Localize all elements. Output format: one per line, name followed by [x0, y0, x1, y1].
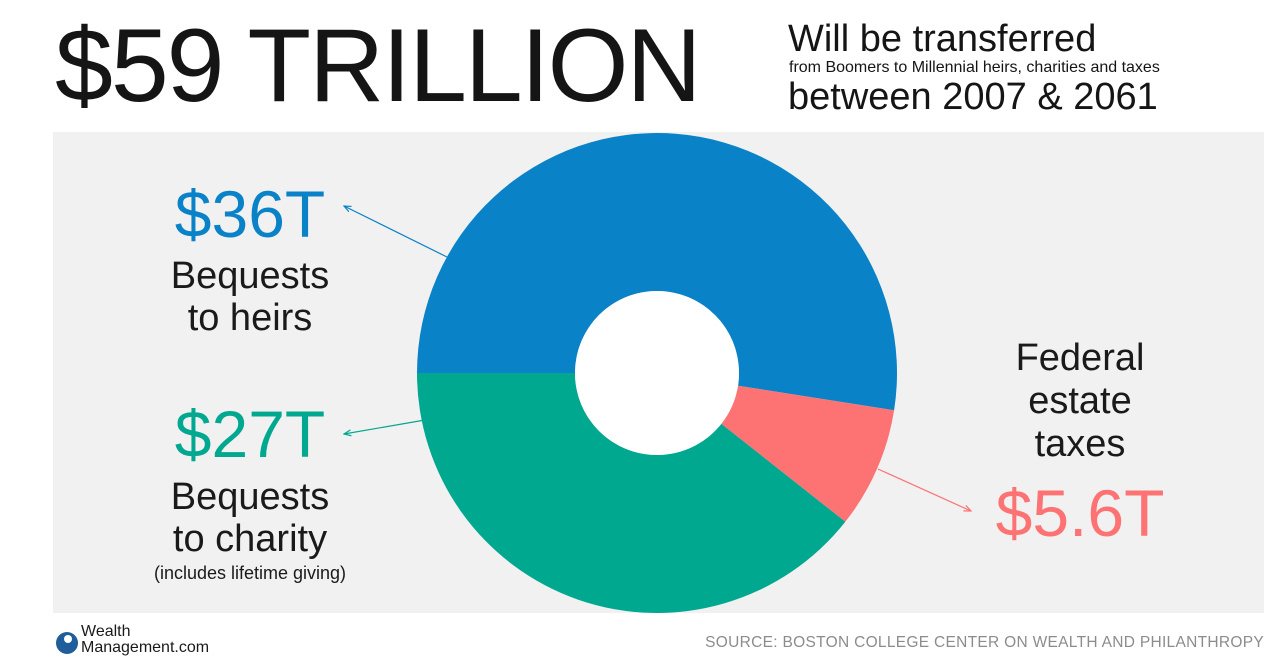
taxes-name-line-1: Federal: [1015, 337, 1145, 379]
heirs-name-line-1: Bequests: [170, 255, 330, 297]
source-note: SOURCE: BOSTON COLLEGE CENTER ON WEALTH …: [705, 634, 1264, 651]
logo-mark-icon: [56, 632, 78, 654]
headline: $59 TRILLION: [55, 8, 702, 124]
donut-hole: [575, 291, 739, 455]
slice-charity: [417, 373, 846, 614]
taxes-name-line-3: taxes: [1034, 423, 1126, 465]
charity-value-label: $27T: [174, 397, 326, 471]
subtitle-line-1: Will be transferred: [788, 18, 1097, 60]
charity-name-line-2: to charity: [172, 518, 328, 560]
heirs-name-line-2: to heirs: [187, 297, 313, 339]
slice-taxes: [721, 385, 895, 522]
logo-line-2: Management.com: [81, 639, 210, 656]
charity-name-line-1: Bequests: [170, 476, 330, 518]
wealthmanagement-logo: Wealth Management.com: [56, 624, 209, 656]
slice-heirs: [417, 133, 897, 411]
taxes-name-line-2: estate: [1028, 380, 1132, 422]
heirs-value-label: $36T: [174, 177, 326, 251]
subtitle-line-2: from Boomers to Millennial heirs, charit…: [789, 59, 1160, 76]
logo-line-1: Wealth: [81, 623, 131, 640]
subtitle-line-3: between 2007 & 2061: [788, 76, 1158, 118]
taxes-leader-line: [877, 468, 971, 511]
charity-leader-line: [344, 419, 426, 434]
taxes-value-label: $5.6T: [995, 476, 1165, 550]
charity-note: (includes lifetime giving): [153, 563, 347, 583]
heirs-leader-line: [344, 206, 448, 258]
